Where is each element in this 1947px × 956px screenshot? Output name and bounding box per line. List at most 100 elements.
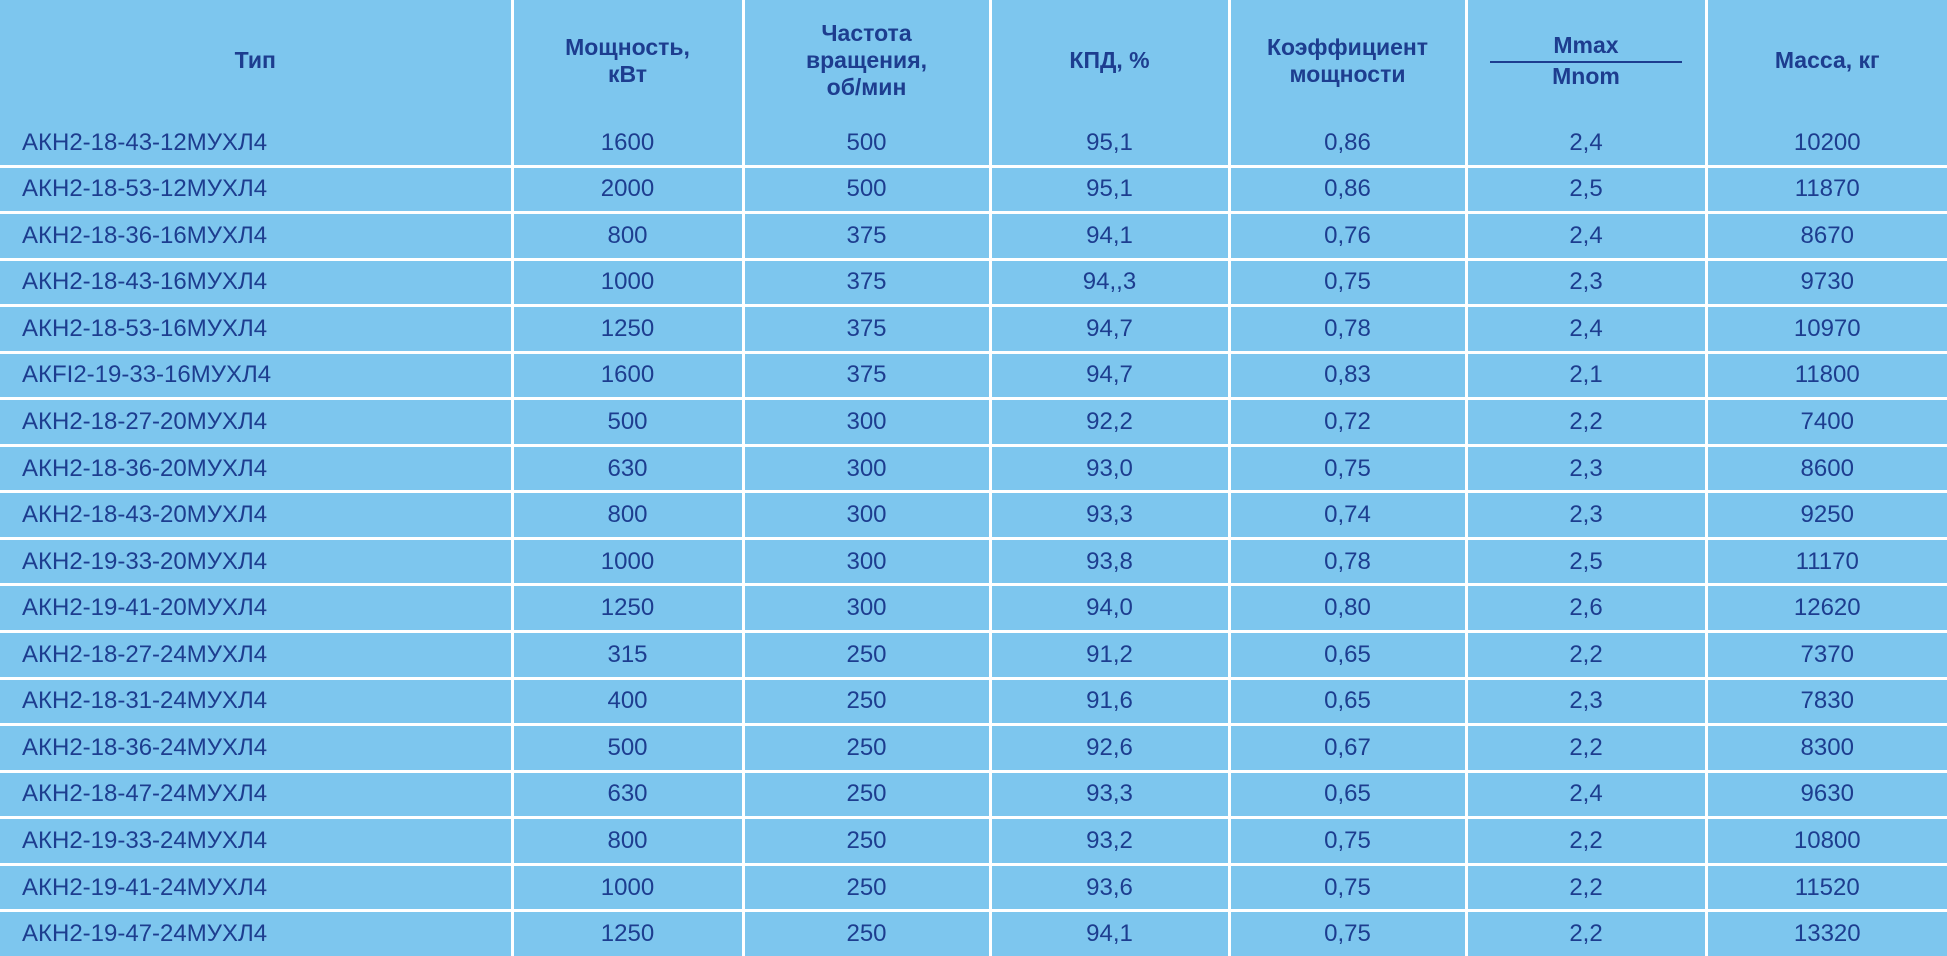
table-cell: 0,75 xyxy=(1227,909,1468,956)
table-cell: 93,8 xyxy=(988,536,1231,587)
table-cell: 93,3 xyxy=(988,769,1231,820)
table-cell: 2,3 xyxy=(1464,257,1708,308)
numerator: Mmax xyxy=(1490,32,1682,63)
table-cell: 11520 xyxy=(1704,862,1947,913)
table-cell: 800 xyxy=(510,816,745,866)
table-cell: 1250 xyxy=(510,583,745,633)
table-cell: АКН2-18-43-16МУХЛ4 xyxy=(0,257,514,308)
table-row: АКН2-19-33-20МУХЛ4 1000 300 93,8 0,78 2,5 1117… xyxy=(0,536,1947,587)
table-cell: 250 xyxy=(741,630,992,680)
table-cell: 250 xyxy=(741,909,992,956)
table-cell: АКН2-18-53-16МУХЛ4 xyxy=(0,304,514,354)
table-row: АКН2-18-36-20МУХЛ4 630 300 93,0 0,75 2,3 8600 xyxy=(0,443,1947,494)
table-cell: 0,65 xyxy=(1227,769,1468,820)
table-cell: 375 xyxy=(741,350,992,401)
table-cell: 0,65 xyxy=(1227,630,1468,680)
table-cell: 2,4 xyxy=(1464,769,1708,820)
table-row: АКН2-18-31-24МУХЛ4 400 250 91,6 0,65 2,3 7830 xyxy=(0,676,1947,727)
table-cell: 94,0 xyxy=(988,583,1231,633)
table-cell: 0,75 xyxy=(1227,257,1468,308)
table-cell: 8670 xyxy=(1704,211,1947,261)
table-cell: 0,75 xyxy=(1227,816,1468,866)
table-cell: 250 xyxy=(741,723,992,773)
table-cell: 0,86 xyxy=(1227,121,1468,168)
table-cell: АКН2-18-47-24МУХЛ4 xyxy=(0,769,514,820)
table-cell: 250 xyxy=(741,816,992,866)
table-cell: 2,6 xyxy=(1464,583,1708,633)
table-cell: 2,3 xyxy=(1464,443,1708,494)
table-row: АКН2-18-36-24МУХЛ4 500 250 92,6 0,67 2,2 8300 xyxy=(0,723,1947,773)
table-cell: 500 xyxy=(741,164,992,215)
table-cell: 7370 xyxy=(1704,630,1947,680)
table-cell: 1000 xyxy=(510,862,745,913)
table-cell: 300 xyxy=(741,536,992,587)
table-cell: 300 xyxy=(741,397,992,447)
table-row: АКН2-19-41-24МУХЛ4 1000 250 93,6 0,75 2,2 1152… xyxy=(0,862,1947,913)
table-row: АКН2-18-27-20МУХЛ4 500 300 92,2 0,72 2,2 7400 xyxy=(0,397,1947,447)
table-cell: 2,2 xyxy=(1464,630,1708,680)
table-cell: 1000 xyxy=(510,536,745,587)
table-cell: 1250 xyxy=(510,909,745,956)
table-cell: 2,5 xyxy=(1464,536,1708,587)
table-cell: 2,2 xyxy=(1464,909,1708,956)
table-cell: 630 xyxy=(510,443,745,494)
table-body: АКН2-18-43-12МУХЛ4 1600 500 95,1 0,86 2,4 1020… xyxy=(0,121,1947,956)
table-cell: 94,1 xyxy=(988,211,1231,261)
table-row: АКН2-18-36-16МУХЛ4 800 375 94,1 0,76 2,4 8670 xyxy=(0,211,1947,261)
table-cell: 0,65 xyxy=(1227,676,1468,727)
table-cell: 1600 xyxy=(510,350,745,401)
table-cell: 9630 xyxy=(1704,769,1947,820)
table-cell: 0,78 xyxy=(1227,304,1468,354)
table-cell: АКН2-19-33-20МУХЛ4 xyxy=(0,536,514,587)
table-cell: 375 xyxy=(741,304,992,354)
table-cell: 315 xyxy=(510,630,745,680)
table-cell: 7830 xyxy=(1704,676,1947,727)
table-cell: 8600 xyxy=(1704,443,1947,494)
table-cell: 94,7 xyxy=(988,304,1231,354)
table-cell: 94,,3 xyxy=(988,257,1231,308)
table-row: АКН2-18-27-24МУХЛ4 315 250 91,2 0,65 2,2 7370 xyxy=(0,630,1947,680)
table-cell: АКН2-18-31-24МУХЛ4 xyxy=(0,676,514,727)
header-cell: Тип xyxy=(0,0,514,121)
table-cell: 500 xyxy=(510,723,745,773)
table-cell: 0,83 xyxy=(1227,350,1468,401)
table-cell: 91,6 xyxy=(988,676,1231,727)
table-cell: 2,1 xyxy=(1464,350,1708,401)
table-cell: 8300 xyxy=(1704,723,1947,773)
table-cell: 94,1 xyxy=(988,909,1231,956)
table-cell: АКН2-18-36-16МУХЛ4 xyxy=(0,211,514,261)
table-row: АКFI2-19-33-16МУХЛ4 1600 375 94,7 0,83 2,1 118… xyxy=(0,350,1947,401)
table-cell: 93,6 xyxy=(988,862,1231,913)
fraction: Mmax Mnom xyxy=(1490,32,1682,90)
table-cell: 12620 xyxy=(1704,583,1947,633)
table-cell: 7400 xyxy=(1704,397,1947,447)
table-cell: АКН2-18-43-20МУХЛ4 xyxy=(0,490,514,540)
table-cell: 2,3 xyxy=(1464,490,1708,540)
table-cell: АКFI2-19-33-16МУХЛ4 xyxy=(0,350,514,401)
table-cell: 0,74 xyxy=(1227,490,1468,540)
table-cell: 2,2 xyxy=(1464,397,1708,447)
table-row: АКН2-18-53-12МУХЛ4 2000 500 95,1 0,86 2,5 1187… xyxy=(0,164,1947,215)
table-cell: 500 xyxy=(741,121,992,168)
table-cell: 9730 xyxy=(1704,257,1947,308)
denominator: Mnom xyxy=(1552,62,1620,89)
table-cell: 2,4 xyxy=(1464,304,1708,354)
table-cell: 1250 xyxy=(510,304,745,354)
table-row: АКН2-18-43-16МУХЛ4 1000 375 94,,3 0,75 2,3 973… xyxy=(0,257,1947,308)
table-cell: 0,86 xyxy=(1227,164,1468,215)
table-cell: 0,72 xyxy=(1227,397,1468,447)
table-cell: 9250 xyxy=(1704,490,1947,540)
table-cell: 2,3 xyxy=(1464,676,1708,727)
table-cell: 93,2 xyxy=(988,816,1231,866)
table-cell: 13320 xyxy=(1704,909,1947,956)
table-cell: 2,2 xyxy=(1464,862,1708,913)
table-cell: 11800 xyxy=(1704,350,1947,401)
table-cell: 0,80 xyxy=(1227,583,1468,633)
table-cell: АКН2-18-36-20МУХЛ4 xyxy=(0,443,514,494)
table-row: АКН2-18-43-20МУХЛ4 800 300 93,3 0,74 2,3 9250 xyxy=(0,490,1947,540)
header-cell: КПД, % xyxy=(988,0,1231,121)
table-cell: 92,2 xyxy=(988,397,1231,447)
table-cell: АКН2-19-41-20МУХЛ4 xyxy=(0,583,514,633)
table-cell: 2,2 xyxy=(1464,723,1708,773)
